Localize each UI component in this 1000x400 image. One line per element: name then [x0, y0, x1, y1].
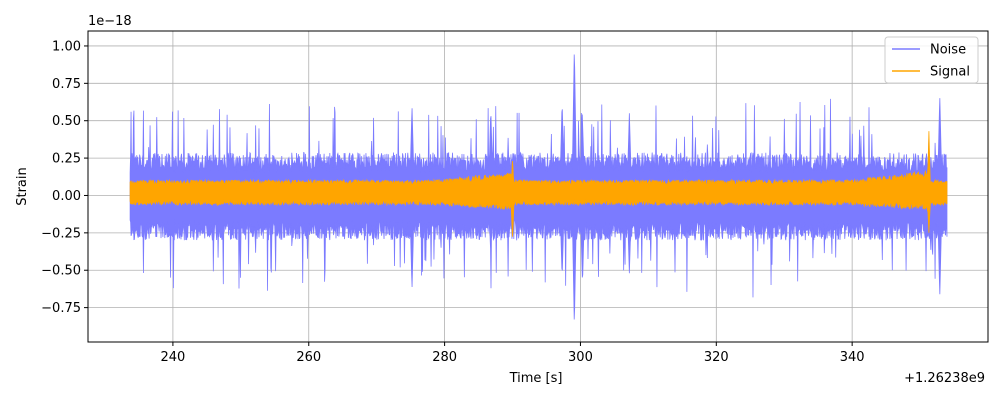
y-tick-label: 0.00: [52, 189, 81, 204]
x-tick-label: 280: [432, 350, 457, 365]
legend: Noise Signal: [884, 36, 979, 84]
signal-series: [129, 131, 948, 237]
x-offset-label: +1.26238e9: [904, 371, 985, 386]
y-axis-label: Strain: [15, 167, 30, 206]
x-tick-label: 300: [568, 350, 593, 365]
y-tick-label: −0.25: [41, 226, 81, 241]
y-axis-ticks: −0.75 −0.50 −0.25 0.00 0.25 0.50 0.75 1.00: [41, 39, 88, 316]
y-tick-label: −0.50: [41, 264, 81, 279]
y-scale-label: 1e−18: [88, 14, 132, 29]
x-axis-label: Time [s]: [509, 371, 563, 386]
y-tick-label: 0.75: [52, 77, 81, 92]
x-tick-label: 320: [704, 350, 729, 365]
legend-signal-label: Signal: [930, 65, 970, 80]
plot-frame: [87, 30, 989, 343]
x-tick-label: 260: [296, 350, 321, 365]
y-tick-label: −0.75: [41, 301, 81, 316]
y-tick-label: 0.50: [52, 114, 81, 129]
x-axis-ticks: 240 260 280 300 320 340: [160, 342, 865, 365]
signal-envelope: [129, 131, 948, 237]
legend-noise-label: Noise: [930, 43, 966, 58]
y-tick-label: 1.00: [52, 39, 81, 54]
x-tick-label: 340: [840, 350, 865, 365]
y-tick-label: 0.25: [52, 152, 81, 167]
x-tick-label: 240: [160, 350, 185, 365]
